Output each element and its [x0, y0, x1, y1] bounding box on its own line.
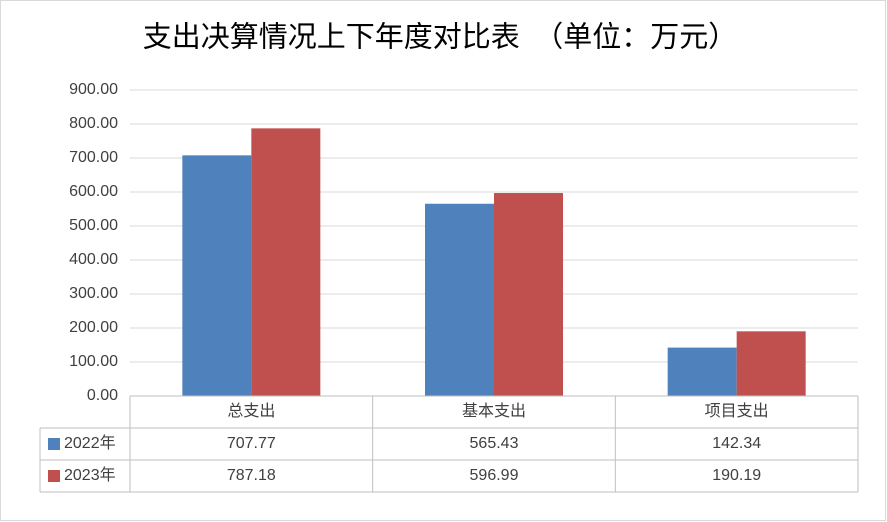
bar	[425, 203, 494, 396]
y-tick-label: 300.00	[69, 285, 118, 302]
table-value: 787.18	[227, 467, 276, 484]
y-tick-label: 0.00	[87, 387, 118, 404]
chart-title: 支出决算情况上下年度对比表 （单位：万元）	[143, 21, 738, 54]
legend-swatch	[48, 438, 60, 450]
x-tick-label: 总支出	[227, 402, 275, 420]
y-tick-label: 900.00	[69, 81, 118, 98]
x-tick-label: 项目支出	[705, 402, 769, 420]
y-tick-label: 100.00	[69, 353, 118, 370]
y-tick-label: 200.00	[69, 319, 118, 336]
bar	[182, 155, 252, 396]
table-value: 596.99	[470, 467, 519, 484]
table-value: 190.19	[712, 467, 761, 484]
legend-swatch	[48, 470, 60, 482]
table-value: 142.34	[712, 435, 761, 452]
y-tick-label: 500.00	[69, 217, 118, 234]
x-tick-label: 基本支出	[462, 402, 526, 420]
y-tick-label: 700.00	[69, 149, 118, 166]
legend-label: 2022年	[64, 434, 116, 452]
bar	[736, 331, 806, 396]
table-value: 565.43	[470, 435, 519, 452]
bar	[251, 128, 321, 396]
y-tick-label: 600.00	[69, 183, 118, 200]
y-tick-label: 800.00	[69, 115, 118, 132]
table-value: 707.77	[227, 435, 276, 452]
bar	[494, 193, 563, 396]
y-tick-label: 400.00	[69, 251, 118, 268]
legend-label: 2023年	[64, 466, 116, 484]
bar	[667, 347, 737, 396]
